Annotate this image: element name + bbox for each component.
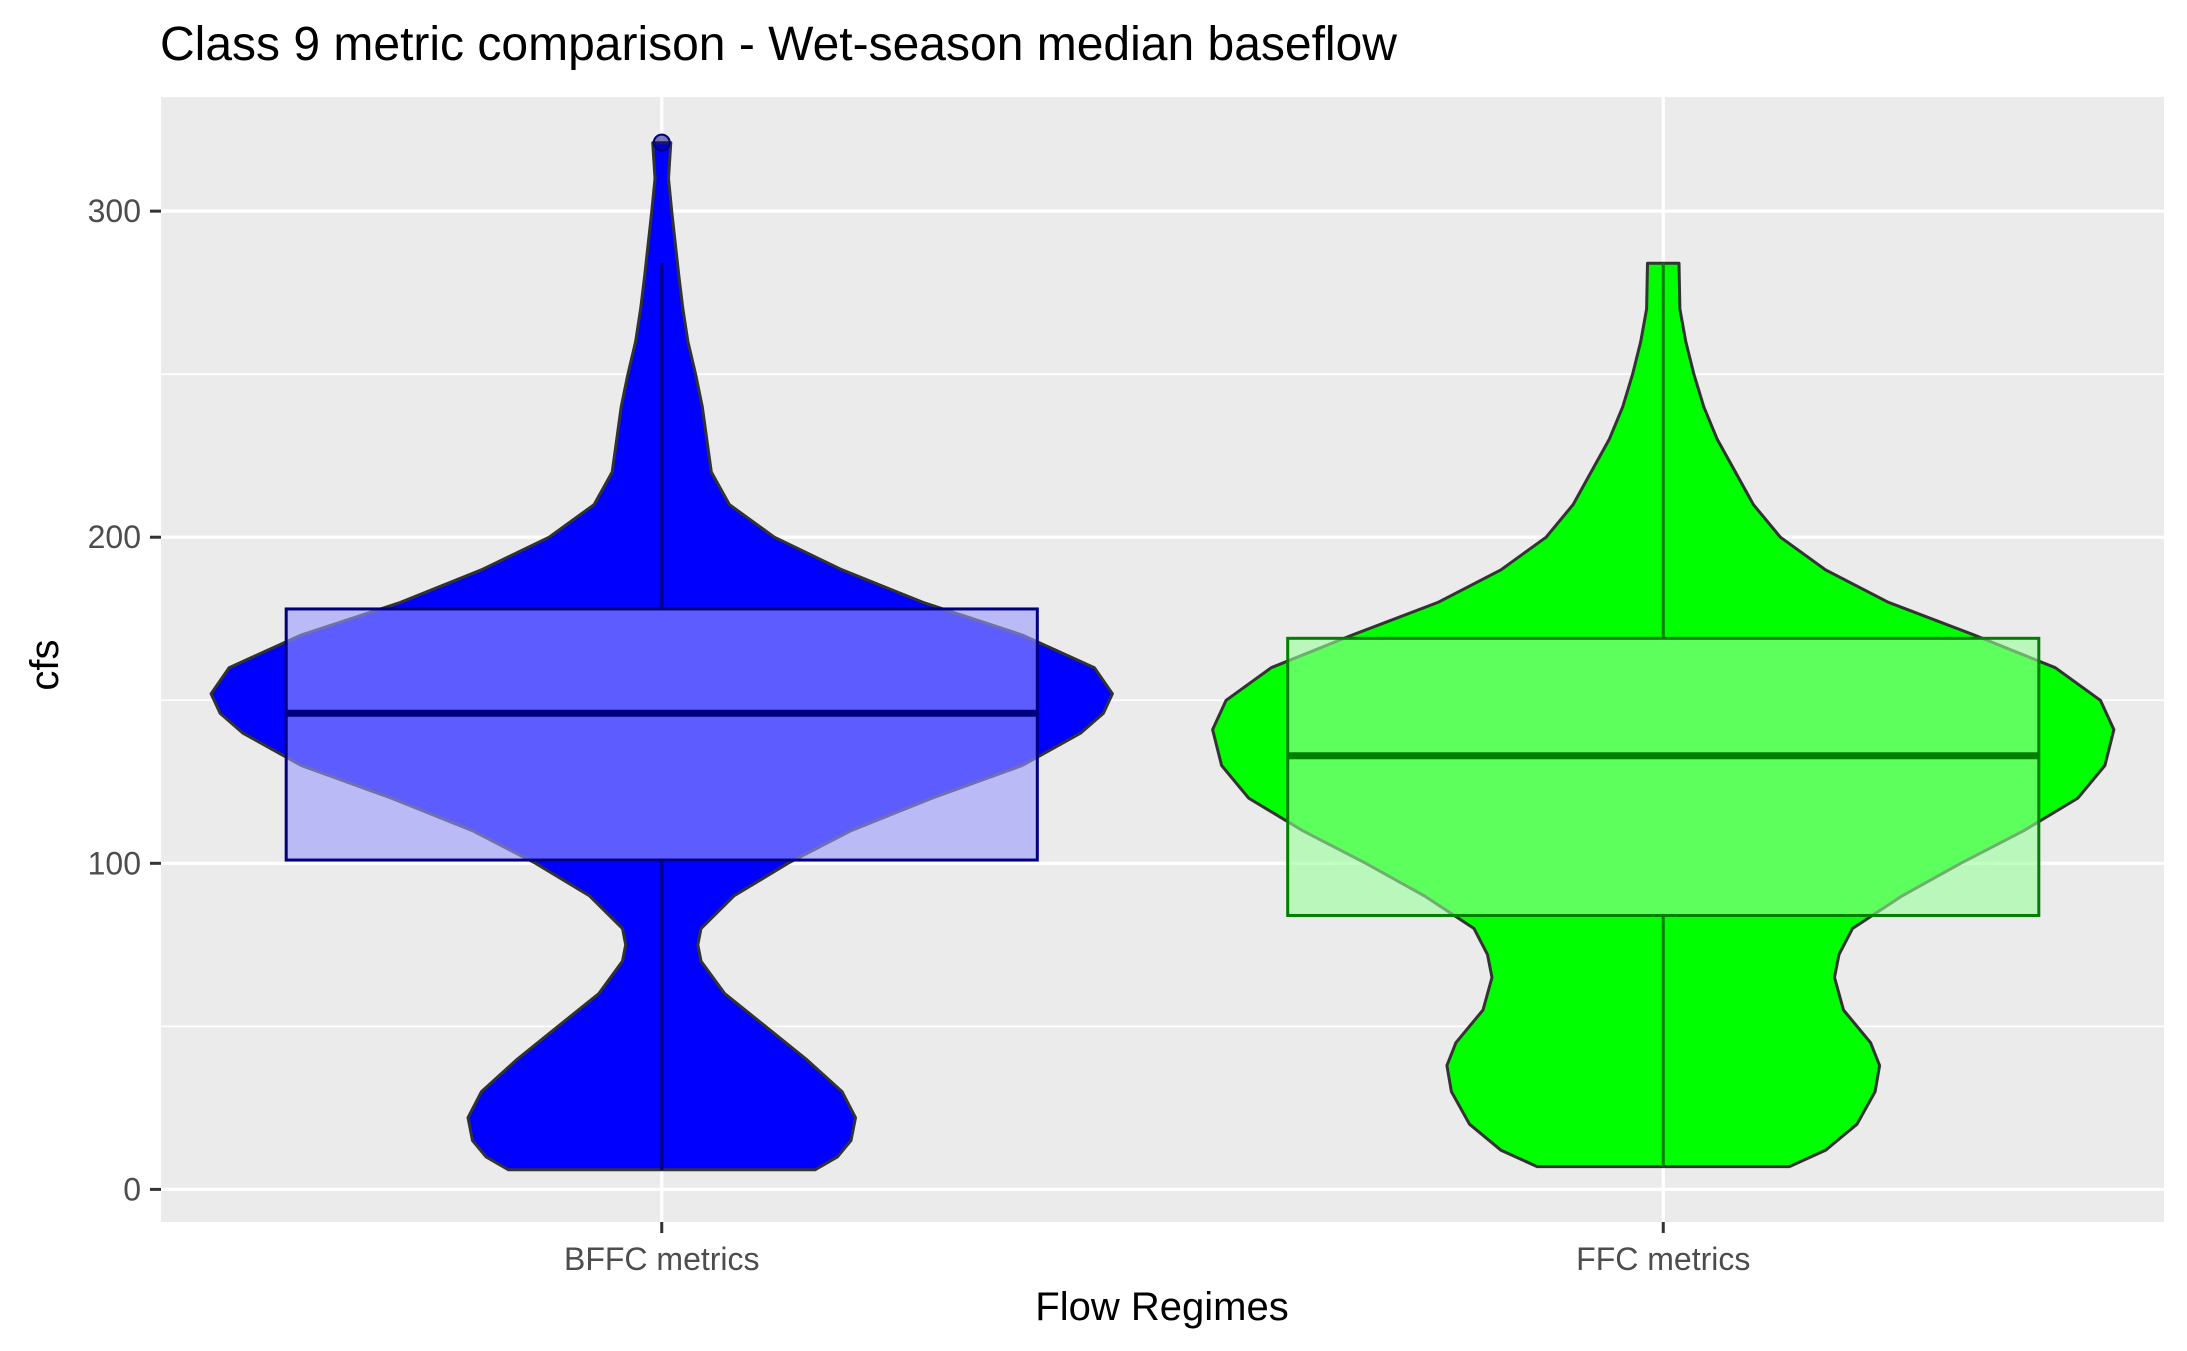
x-tick-label: FFC metrics [1576,1241,1750,1277]
x-axis: BFFC metrics FFC metrics [564,1222,1750,1277]
box-fill-ffc [1287,638,2039,916]
chart-title: Class 9 metric comparison - Wet-season m… [160,18,1397,71]
box-outline-bffc [284,607,1039,862]
box-fill-bffc [286,608,1038,861]
y-axis: 0 100 200 300 [88,193,161,1207]
y-tick-label: 300 [88,193,141,229]
box-outline-ffc [1286,636,2041,917]
boxes [284,133,2041,1170]
y-tick-label: 100 [88,845,141,881]
x-tick-label: BFFC metrics [564,1241,760,1277]
x-axis-title: Flow Regimes [1035,1285,1288,1329]
y-axis-title: cfs [23,639,67,690]
y-tick-label: 200 [88,519,141,555]
y-tick-label: 0 [123,1171,141,1207]
outlier-point-bffc [652,133,671,152]
